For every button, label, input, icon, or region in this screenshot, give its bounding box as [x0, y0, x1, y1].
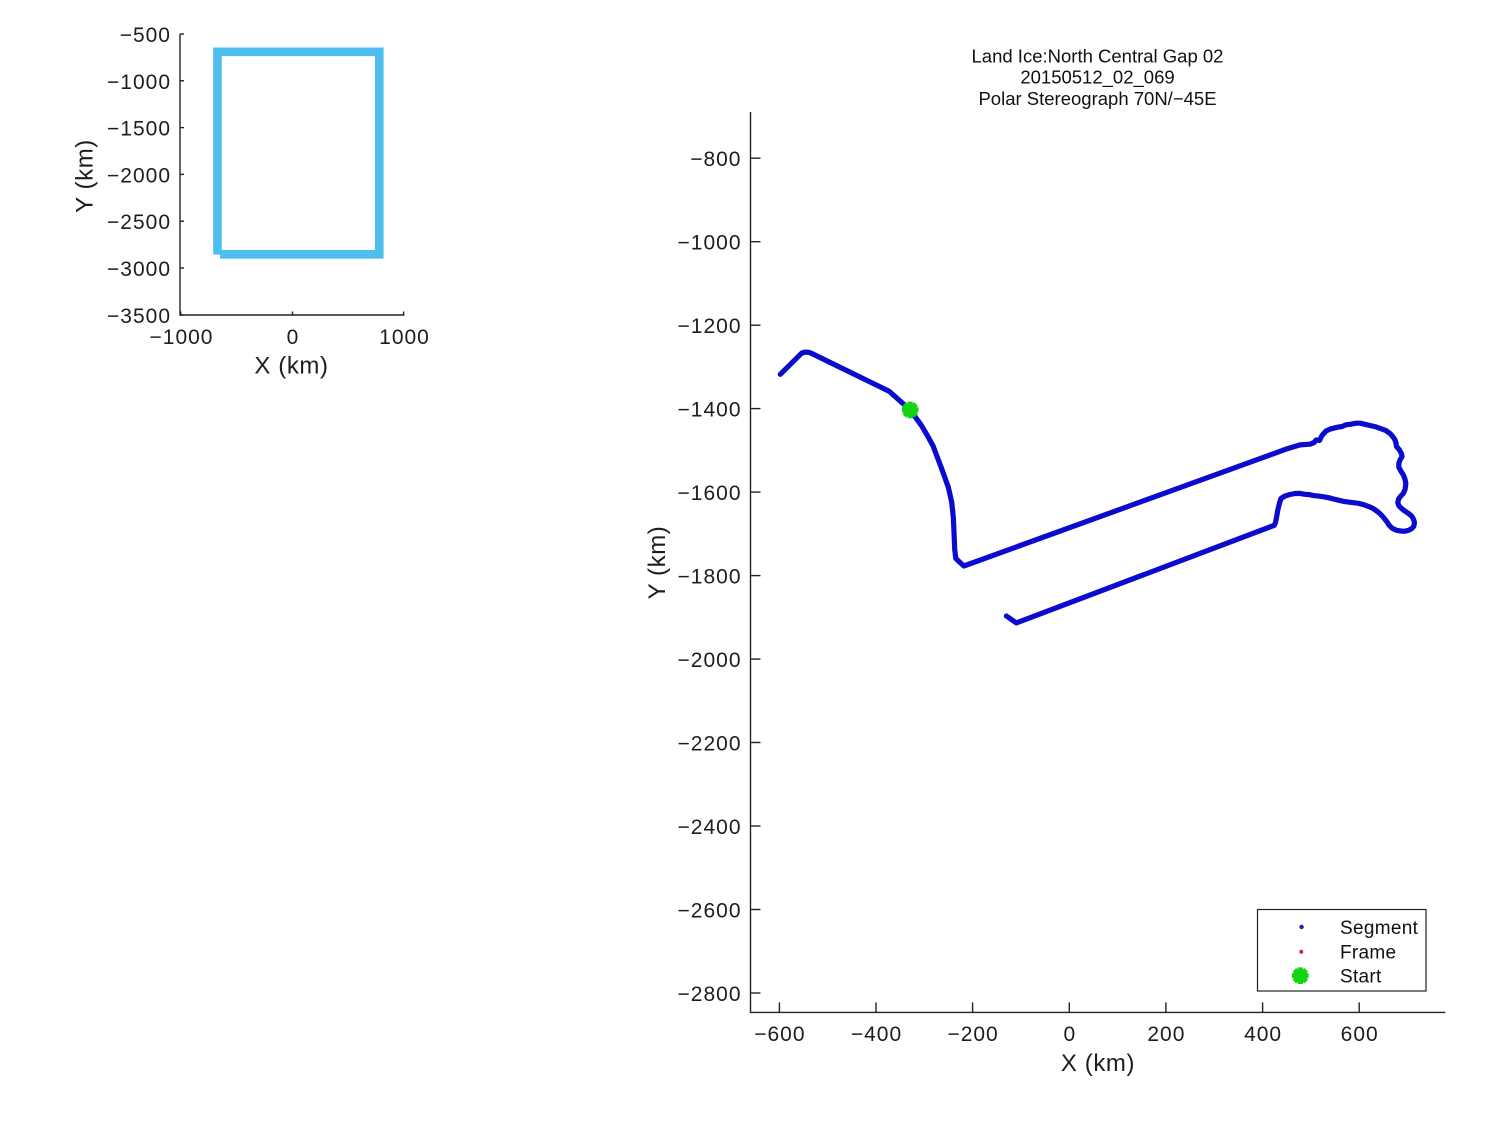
svg-text:−2000: −2000: [107, 164, 171, 187]
svg-text:−2200: −2200: [678, 733, 742, 756]
svg-text:−400: −400: [851, 1023, 902, 1046]
svg-text:0: 0: [287, 326, 300, 349]
svg-text:−2500: −2500: [107, 211, 171, 234]
svg-text:−2600: −2600: [678, 900, 742, 923]
svg-text:Land Ice:North Central Gap 02: Land Ice:North Central Gap 02: [972, 45, 1224, 66]
svg-text:1000: 1000: [379, 326, 430, 349]
svg-text:Frame: Frame: [1340, 942, 1396, 963]
svg-text:−2800: −2800: [678, 983, 742, 1006]
svg-text:X (km): X (km): [1061, 1050, 1135, 1077]
svg-text:−1000: −1000: [150, 326, 214, 349]
svg-text:Start: Start: [1340, 967, 1382, 988]
svg-text:−1000: −1000: [678, 232, 742, 255]
svg-text:20150512_02_069: 20150512_02_069: [1020, 67, 1174, 89]
svg-text:−1000: −1000: [107, 71, 171, 94]
svg-text:600: 600: [1341, 1023, 1379, 1046]
svg-text:X (km): X (km): [254, 352, 328, 379]
svg-text:Y (km): Y (km): [71, 139, 98, 213]
svg-text:−1400: −1400: [678, 399, 742, 422]
svg-text:−1200: −1200: [678, 315, 742, 338]
svg-text:0: 0: [1063, 1023, 1076, 1046]
svg-text:−200: −200: [947, 1023, 998, 1046]
svg-text:−800: −800: [690, 148, 741, 171]
svg-text:Segment: Segment: [1340, 918, 1419, 939]
svg-text:−1500: −1500: [107, 118, 171, 141]
svg-text:200: 200: [1147, 1023, 1185, 1046]
svg-text:−500: −500: [120, 24, 171, 47]
svg-text:−2000: −2000: [678, 649, 742, 672]
svg-text:Polar Stereograph 70N/−45E: Polar Stereograph 70N/−45E: [978, 88, 1216, 109]
svg-text:Y (km): Y (km): [644, 526, 671, 600]
svg-text:−2400: −2400: [678, 816, 742, 839]
svg-text:−3000: −3000: [107, 258, 171, 281]
svg-text:−600: −600: [754, 1023, 805, 1046]
svg-text:−1600: −1600: [678, 482, 742, 505]
svg-text:−1800: −1800: [678, 566, 742, 589]
svg-text:−3500: −3500: [107, 305, 171, 328]
svg-text:400: 400: [1244, 1023, 1282, 1046]
